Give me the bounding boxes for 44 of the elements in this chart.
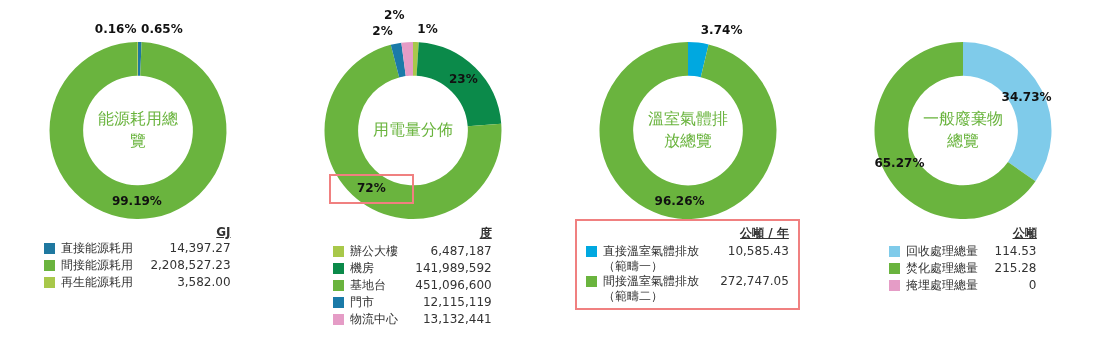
text: 0.16% — [94, 22, 136, 37]
data-label: 2,208,527.23 — [149, 258, 232, 274]
text: 0 — [1028, 278, 1037, 292]
text: 3.74% — [700, 22, 742, 37]
text: 96.26% — [654, 193, 705, 208]
text: 23% — [448, 71, 478, 86]
text: 1% — [416, 22, 438, 37]
text: 能源耗用總覽 — [97, 108, 178, 150]
legend-label: 間接能源耗用 — [60, 258, 135, 274]
text: 2% — [371, 23, 393, 38]
text: 用電量分佈 — [372, 119, 453, 139]
text: 99.19% — [111, 194, 162, 209]
legend-label: 直接能源耗用 — [60, 241, 135, 257]
data-label: 6,487,187 — [429, 244, 493, 260]
legend-label: 再生能源耗用 — [60, 275, 135, 291]
text: 2% — [383, 8, 404, 23]
text: 72% — [356, 180, 386, 195]
data-label: 12,115,119 — [421, 295, 493, 311]
legend-title: 度 — [478, 225, 493, 242]
data-label: 13,132,441 — [421, 312, 493, 328]
legend-title: GJ — [215, 225, 232, 241]
legend-label: 門市 — [349, 295, 376, 311]
data-label: 215.28 — [993, 261, 1038, 277]
text: 0.65% — [140, 22, 183, 37]
legend-label: 物流中心 — [349, 312, 400, 328]
data-label: 14,397.27 — [168, 241, 232, 257]
text: 一般廢棄物總覽 — [922, 108, 1003, 150]
data-label: 114.53 — [993, 244, 1038, 260]
data-label: 10,585.43 — [726, 244, 790, 260]
legend-label: 直接溫室氣體排放（範疇一） — [602, 244, 701, 274]
legend-label: 基地台 — [349, 278, 388, 294]
data-label: 3,582.00 — [176, 275, 232, 291]
legend-label: 焚化處理總量 — [904, 261, 979, 277]
data-label: 451,096,600 — [414, 278, 493, 294]
legend-label: 回收處理總量 — [904, 244, 979, 260]
legend-label: 機房 — [349, 261, 376, 277]
text: 溫室氣體排放總覽 — [647, 108, 728, 150]
legend-title: 公噸 / 年 — [739, 225, 790, 242]
legend-title: 公噸 — [1011, 225, 1038, 242]
legend-label: 辦公大樓 — [349, 244, 400, 260]
legend-label: 間接溫室氣體排放（範疇二） — [602, 274, 701, 304]
data-label: 141,989,592 — [414, 261, 493, 277]
legend-label: 掩埋處理總量 — [904, 278, 979, 294]
data-label: 272,747.05 — [719, 274, 790, 290]
